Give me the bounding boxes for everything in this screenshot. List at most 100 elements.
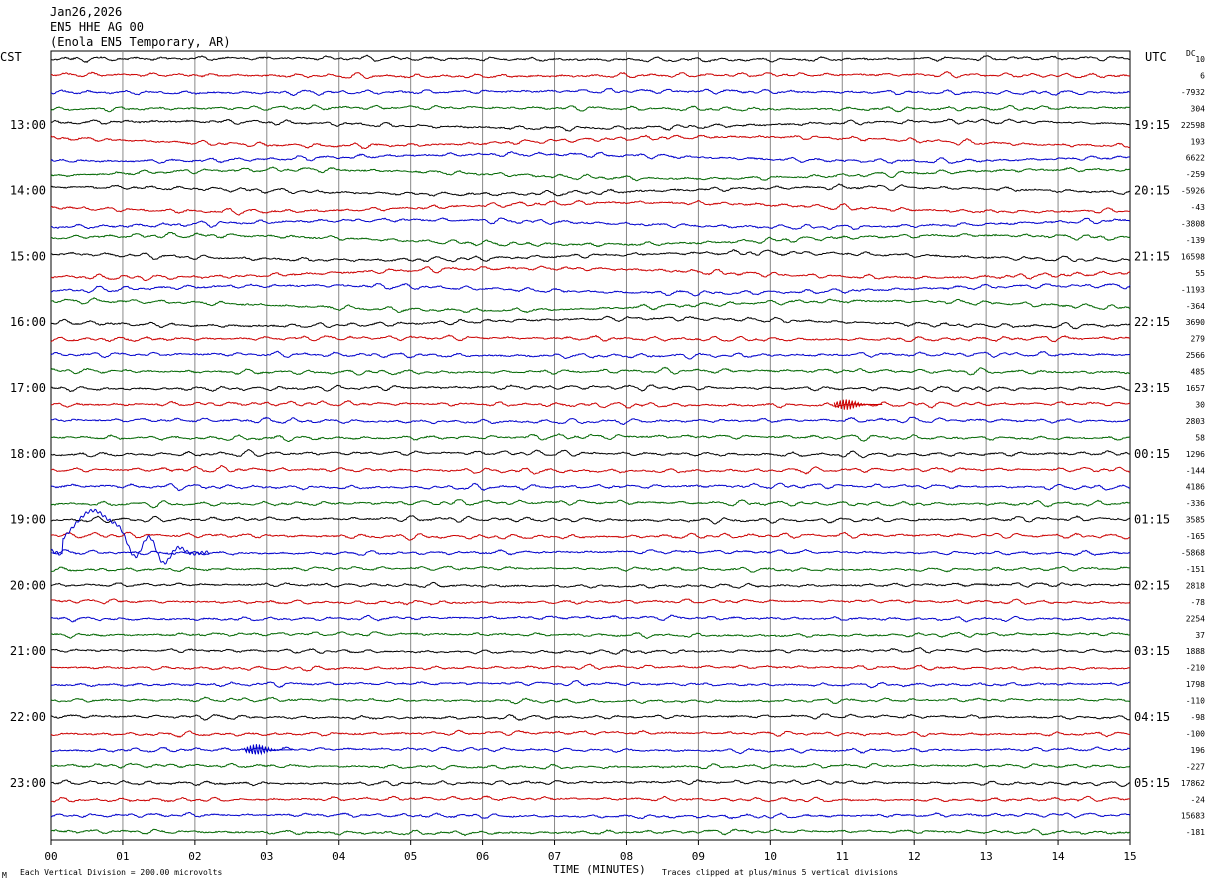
trace-row-4	[50, 118, 1131, 132]
header-location: (Enola EN5 Temporary, AR)	[50, 35, 231, 49]
dc-offset-row-13: 55	[1195, 269, 1205, 278]
trace-row-0	[50, 54, 1131, 64]
x-tick-label-07: 07	[548, 850, 561, 863]
trace-row-22	[50, 416, 1131, 425]
trace-row-30	[50, 548, 1131, 556]
dc-offset-labels: 10 6 -7932 304 22598 193 6622 -259 -5926 -43 -3808…	[1181, 55, 1205, 837]
dc-offset-row-12: 16598	[1181, 252, 1205, 261]
dc-offset-row-23: 58	[1195, 433, 1205, 442]
trace-row-9	[50, 199, 1131, 216]
x-axis-title: TIME (MINUTES)	[553, 863, 646, 876]
x-tick-label-08: 08	[620, 850, 633, 863]
trace-row-11	[50, 231, 1131, 248]
utc-label-21:15: 21:15	[1134, 249, 1170, 263]
trace-row-6	[50, 151, 1131, 165]
right-timezone-label: UTC	[1145, 50, 1167, 64]
utc-label-05:15: 05:15	[1134, 776, 1170, 790]
event-0	[50, 508, 210, 565]
trace-row-42	[50, 746, 1131, 755]
x-tick-label-04: 04	[332, 850, 346, 863]
dc-offset-row-35: 37	[1195, 631, 1205, 640]
dc-offset-row-15: -364	[1186, 302, 1205, 311]
dc-offset-row-22: 2803	[1186, 417, 1205, 426]
x-tick-label-00: 00	[44, 850, 57, 863]
x-tick-label-15: 15	[1123, 850, 1136, 863]
dc-offset-row-44: 17862	[1181, 779, 1205, 788]
dc-offset-row-1: 6	[1200, 71, 1205, 80]
dc-offset-row-11: -139	[1186, 236, 1205, 245]
dc-offset-row-41: -100	[1186, 729, 1205, 738]
trace-row-41	[50, 729, 1131, 738]
trace-row-2	[50, 87, 1131, 97]
trace-row-3	[50, 104, 1131, 113]
event-1	[243, 744, 293, 756]
trace-row-21	[50, 400, 1131, 409]
utc-label-20:15: 20:15	[1134, 184, 1170, 198]
utc-hour-labels: 19:15 20:15 21:15 22:15 23:15 00:15 01:15 02:15…	[1134, 118, 1170, 790]
dc-offset-row-36: 1888	[1186, 647, 1205, 656]
trace-row-13	[50, 265, 1131, 282]
trace-row-35	[50, 631, 1131, 640]
trace-row-7	[50, 166, 1131, 182]
dc-offset-row-6: 6622	[1186, 154, 1205, 163]
cst-label-20:00: 20:00	[10, 578, 46, 592]
trace-row-43	[50, 762, 1131, 771]
dc-offset-row-47: -181	[1186, 828, 1205, 837]
x-tick-label-14: 14	[1051, 850, 1065, 863]
dc-offset-row-21: 30	[1195, 400, 1205, 409]
x-tick-label-05: 05	[404, 850, 417, 863]
dc-offset-row-24: 1296	[1186, 450, 1205, 459]
utc-label-23:15: 23:15	[1134, 381, 1170, 395]
dc-offset-row-40: -98	[1191, 713, 1206, 722]
trace-row-1	[50, 70, 1131, 80]
cst-label-21:00: 21:00	[10, 644, 46, 658]
cst-hour-labels: 13:00 14:00 15:00 16:00 17:00 18:00 19:00 20:00…	[10, 118, 46, 790]
dc-offset-row-0: 10	[1195, 55, 1205, 64]
trace-row-26	[50, 482, 1131, 492]
trace-row-15	[50, 297, 1131, 314]
x-tick-label-02: 02	[188, 850, 201, 863]
dc-offset-row-32: 2818	[1186, 581, 1205, 590]
trace-row-5	[50, 134, 1131, 150]
dc-offset-row-9: -43	[1191, 203, 1206, 212]
cst-label-17:00: 17:00	[10, 381, 46, 395]
seismic-traces	[50, 54, 1131, 837]
trace-row-17	[50, 334, 1131, 343]
trace-row-45	[50, 795, 1131, 803]
trace-row-46	[50, 811, 1131, 820]
x-tick-label-12: 12	[908, 850, 921, 863]
left-timezone-label: CST	[0, 50, 22, 64]
trace-row-29	[50, 531, 1131, 541]
utc-label-04:15: 04:15	[1134, 710, 1170, 724]
trace-row-12	[50, 249, 1131, 263]
dc-offset-row-28: 3585	[1186, 516, 1205, 525]
dc-offset-row-30: -5868	[1181, 549, 1205, 558]
trace-row-8	[50, 183, 1131, 197]
trace-row-16	[50, 315, 1131, 330]
x-tick-label-06: 06	[476, 850, 489, 863]
dc-offset-row-4: 22598	[1181, 121, 1205, 130]
dc-offset-row-17: 279	[1191, 335, 1206, 344]
cst-label-13:00: 13:00	[10, 118, 46, 132]
dc-offset-row-10: -3808	[1181, 220, 1205, 229]
dc-offset-row-46: 15683	[1181, 812, 1205, 821]
trace-row-44	[50, 779, 1131, 788]
trace-row-40	[50, 713, 1131, 721]
trace-row-10	[50, 217, 1131, 231]
dc-offset-row-42: 196	[1191, 746, 1206, 755]
header-date: Jan26,2026	[50, 5, 122, 19]
dc-offset-row-29: -165	[1186, 532, 1205, 541]
trace-row-20	[50, 384, 1131, 393]
dc-offset-row-14: -1193	[1181, 285, 1205, 294]
trace-row-37	[50, 663, 1131, 672]
cst-label-23:00: 23:00	[10, 776, 46, 790]
x-tick-label-11: 11	[836, 850, 849, 863]
dc-offset-row-25: -144	[1186, 466, 1205, 475]
dc-offset-row-5: 193	[1191, 137, 1206, 146]
utc-label-22:15: 22:15	[1134, 315, 1170, 329]
cst-label-22:00: 22:00	[10, 710, 46, 724]
dc-offset-row-16: 3690	[1186, 318, 1205, 327]
trace-row-27	[50, 499, 1131, 509]
clip-note: Traces clipped at plus/minus 5 vertical …	[662, 868, 898, 877]
header-channel: EN5 HHE AG 00	[50, 20, 144, 34]
